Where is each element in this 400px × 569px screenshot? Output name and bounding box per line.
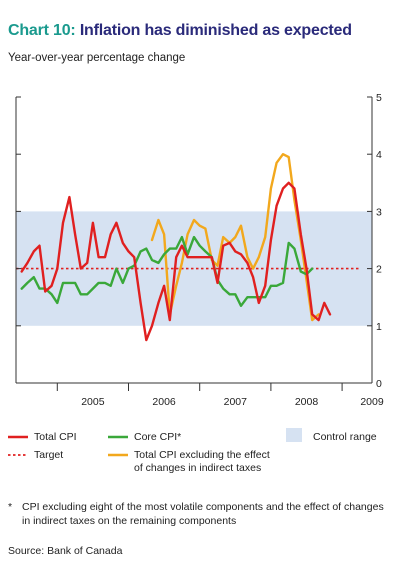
- series-total-cpi: [20, 181, 332, 342]
- chart-title: Chart 10: Inflation has diminished as ex…: [8, 22, 352, 40]
- chart-title-text: Inflation has diminished as expected: [79, 22, 352, 39]
- footnote-marker: *: [8, 501, 13, 513]
- footnote-text: CPI excluding eight of the most volatile…: [22, 501, 384, 527]
- control-range-band: [16, 211, 372, 326]
- x-tick-label: 2008: [295, 396, 319, 408]
- legend-label-cpi-ex-tax-2: of changes in indirect taxes: [134, 462, 262, 474]
- source-note: Source: Bank of Canada: [8, 545, 123, 557]
- legend-swatch-control-range: [286, 428, 302, 442]
- y-tick-label: 3: [376, 206, 382, 218]
- x-tick-label: 2006: [152, 396, 176, 408]
- legend-label-control-range: Control range: [313, 431, 377, 443]
- x-tick-label: 2005: [81, 396, 105, 408]
- y-tick-label: 5: [376, 92, 382, 104]
- y-tick-label: 1: [376, 321, 382, 333]
- x-tick-label: 2009: [360, 396, 384, 408]
- chart-subtitle: Year-over-year percentage change: [8, 52, 186, 64]
- y-tick-label: 2: [376, 264, 382, 276]
- legend-label-total-cpi: Total CPI: [34, 431, 77, 443]
- x-tick-label: 2007: [224, 396, 248, 408]
- series-core-cpi: [20, 235, 314, 307]
- chart-number: Chart 10:: [8, 22, 76, 39]
- y-tick-label: 0: [376, 378, 382, 390]
- footnote: * CPI excluding eight of the most volati…: [8, 500, 393, 528]
- legend-label-cpi-ex-tax-1: Total CPI excluding the effect: [134, 449, 270, 461]
- inflation-chart: 0 1 2 3 4 5 2005 2006 2007 2008 2009: [8, 92, 384, 457]
- y-tick-label: 4: [376, 149, 382, 161]
- legend-label-target: Target: [34, 449, 64, 461]
- legend-label-core-cpi: Core CPI*: [134, 431, 182, 443]
- series-cpi-ex-tax: [150, 153, 320, 322]
